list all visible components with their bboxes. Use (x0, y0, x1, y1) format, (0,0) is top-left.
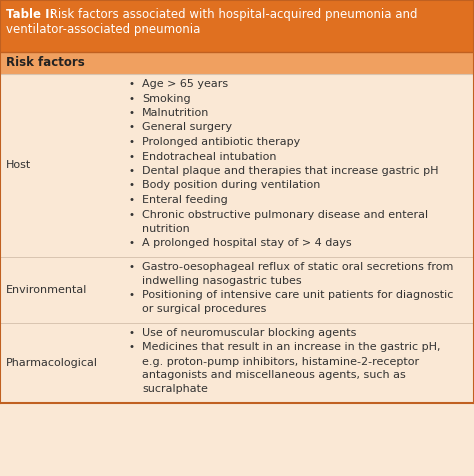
Text: indwelling nasogastric tubes: indwelling nasogastric tubes (142, 277, 301, 287)
Text: •: • (128, 93, 134, 103)
Text: Gastro-oesophageal reflux of static oral secretions from: Gastro-oesophageal reflux of static oral… (142, 262, 453, 272)
Text: •: • (128, 328, 134, 338)
Text: Use of neuromuscular blocking agents: Use of neuromuscular blocking agents (142, 328, 356, 338)
Text: •: • (128, 290, 134, 300)
Text: •: • (128, 238, 134, 248)
Text: •: • (128, 108, 134, 118)
Text: A prolonged hospital stay of > 4 days: A prolonged hospital stay of > 4 days (142, 238, 352, 248)
Text: Environmental: Environmental (6, 285, 87, 295)
Bar (0, 323, 474, 403)
Bar (0, 52, 474, 74)
Text: or surgical procedures: or surgical procedures (142, 305, 266, 315)
Text: ventilator-associated pneumonia: ventilator-associated pneumonia (6, 23, 201, 37)
Text: •: • (128, 343, 134, 353)
Text: Pharmacological: Pharmacological (6, 358, 98, 368)
Text: •: • (128, 137, 134, 147)
Text: Dental plaque and therapies that increase gastric pH: Dental plaque and therapies that increas… (142, 166, 438, 176)
Text: Endotracheal intubation: Endotracheal intubation (142, 151, 276, 161)
Text: Age > 65 years: Age > 65 years (142, 79, 228, 89)
Bar (0, 74, 474, 257)
Text: Chronic obstructive pulmonary disease and enteral: Chronic obstructive pulmonary disease an… (142, 209, 428, 219)
Text: •: • (128, 151, 134, 161)
Text: •: • (128, 262, 134, 272)
Text: General surgery: General surgery (142, 122, 232, 132)
Text: •: • (128, 195, 134, 205)
Text: Table I:: Table I: (6, 8, 55, 21)
Text: •: • (128, 209, 134, 219)
Text: Risk factors: Risk factors (6, 57, 85, 69)
Text: e.g. proton-pump inhibitors, histamine-2-receptor: e.g. proton-pump inhibitors, histamine-2… (142, 357, 419, 367)
Text: •: • (128, 180, 134, 190)
Text: Prolonged antibiotic therapy: Prolonged antibiotic therapy (142, 137, 300, 147)
Text: Host: Host (6, 160, 31, 170)
Text: Positioning of intensive care unit patients for diagnostic: Positioning of intensive care unit patie… (142, 290, 453, 300)
Text: Risk factors associated with hospital-acquired pneumonia and: Risk factors associated with hospital-ac… (46, 8, 418, 21)
Bar (0, 257, 474, 323)
Text: nutrition: nutrition (142, 224, 190, 234)
Text: Smoking: Smoking (142, 93, 191, 103)
Text: sucralphate: sucralphate (142, 384, 208, 394)
Bar (0, 0, 474, 52)
Text: •: • (128, 166, 134, 176)
Text: Body position during ventilation: Body position during ventilation (142, 180, 320, 190)
Text: Enteral feeding: Enteral feeding (142, 195, 228, 205)
Text: •: • (128, 79, 134, 89)
Text: Medicines that result in an increase in the gastric pH,: Medicines that result in an increase in … (142, 343, 440, 353)
Text: •: • (128, 122, 134, 132)
Text: Malnutrition: Malnutrition (142, 108, 210, 118)
Text: antagonists and miscellaneous agents, such as: antagonists and miscellaneous agents, su… (142, 370, 406, 380)
